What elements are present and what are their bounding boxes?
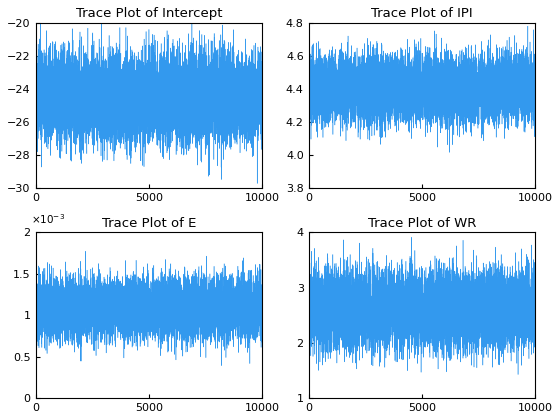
Title: Trace Plot of E: Trace Plot of E <box>102 217 196 230</box>
Text: $\times10^{-3}$: $\times10^{-3}$ <box>31 212 65 226</box>
Title: Trace Plot of WR: Trace Plot of WR <box>368 217 476 230</box>
Title: Trace Plot of IPI: Trace Plot of IPI <box>371 7 473 20</box>
Title: Trace Plot of Intercept: Trace Plot of Intercept <box>76 7 222 20</box>
